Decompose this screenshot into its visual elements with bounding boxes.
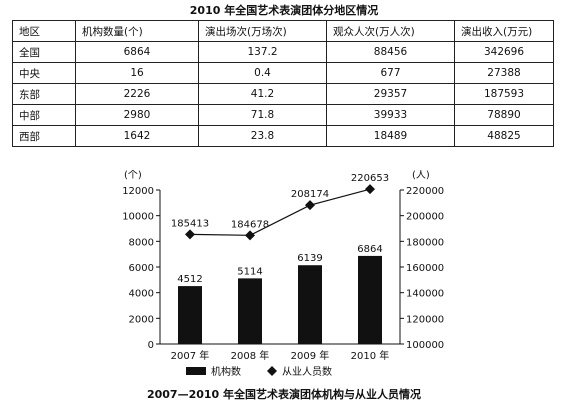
table-row: 中部 2980 71.8 39933 78890 (12, 104, 554, 126)
bar-value-label: 5114 (237, 266, 262, 277)
x-axis-tick-label: 2008 年 (231, 349, 270, 362)
cell-shows: 41.2 (198, 83, 327, 105)
right-axis-tick-label: 180000 (406, 237, 444, 248)
cell-org-count: 1642 (75, 125, 199, 147)
cell-revenue: 27388 (454, 62, 554, 84)
cell-revenue: 78890 (454, 104, 554, 126)
left-axis-tick-label: 0 (148, 340, 154, 351)
left-axis-tick-label: 10000 (122, 212, 154, 223)
right-axis-tick-label: 200000 (406, 212, 444, 223)
bar-value-label: 4512 (177, 274, 202, 285)
header-shows: 演出场次(万场次) (198, 20, 327, 42)
bar-series: 4512 5114 6139 6864 (177, 244, 383, 344)
table-row: 全国 6864 137.2 88456 342696 (12, 41, 554, 63)
legend-label-bar: 机构数 (211, 365, 241, 378)
left-axis-tick-label: 2000 (129, 314, 154, 325)
legend-label-line: 从业人员数 (282, 365, 332, 378)
table-row: 中央 16 0.4 677 27388 (12, 62, 554, 84)
cell-revenue: 187593 (454, 83, 554, 105)
right-axis-tick-label: 220000 (406, 186, 444, 197)
left-axis-tick-label: 8000 (129, 237, 154, 248)
line-value-label: 220653 (351, 173, 389, 184)
header-revenue: 演出收入(万元) (454, 20, 554, 42)
cell-shows: 71.8 (198, 104, 327, 126)
bar-mark (238, 278, 262, 344)
cell-audience: 88456 (326, 41, 455, 63)
cell-audience: 29357 (326, 83, 455, 105)
line-point-marker (245, 230, 255, 241)
org-staff-chart: (个) (人) 0 2000 4000 6000 8000 10000 12000 10000… (122, 170, 444, 378)
x-axis-tick-label: 2010 年 (351, 349, 390, 362)
right-axis-tick-label: 120000 (406, 314, 444, 325)
chart-legend: 机构数 从业人员数 (186, 365, 332, 378)
cell-shows: 137.2 (198, 41, 327, 63)
region-stats-table: 地区 机构数量(个) 演出场次(万场次) 观众人次(万人次) 演出收入(万元) … (12, 20, 554, 147)
right-axis-unit: (人) (412, 170, 430, 181)
legend-diamond-marker (267, 366, 277, 376)
header-org-count: 机构数量(个) (75, 20, 199, 42)
header-audience: 观众人次(万人次) (326, 20, 455, 42)
cell-region: 东部 (12, 83, 76, 105)
cell-shows: 23.8 (198, 125, 327, 147)
cell-region: 全国 (12, 41, 76, 63)
legend-swatch-bar (186, 367, 206, 375)
cell-region: 西部 (12, 125, 76, 147)
right-axis-tick-label: 160000 (406, 263, 444, 274)
bar-mark (358, 255, 382, 344)
cell-shows: 0.4 (198, 62, 327, 84)
x-axis-tick-label: 2007 年 (171, 349, 210, 362)
cell-org-count: 16 (75, 62, 199, 84)
left-axis-tick-label: 4000 (129, 289, 154, 300)
left-axis-unit: (个) (124, 170, 142, 181)
line-point-marker (365, 184, 375, 195)
line-value-label: 184678 (231, 219, 269, 230)
line-point-marker (305, 200, 315, 211)
left-axis-tick-label: 6000 (129, 263, 154, 274)
chart-axes: 0 2000 4000 6000 8000 10000 12000 100000 120000 1… (122, 186, 444, 362)
bar-value-label: 6864 (357, 244, 382, 255)
right-axis-tick-label: 100000 (406, 340, 444, 351)
table-row: 西部 1642 23.8 18489 48825 (12, 125, 554, 147)
line-value-label: 208174 (291, 189, 329, 200)
bar-value-label: 6139 (297, 253, 322, 264)
left-axis-tick-label: 12000 (122, 186, 154, 197)
chart-title: 2007—2010 年全国艺术表演团体机构与从业人员情况 (146, 388, 422, 401)
right-axis-tick-label: 140000 (406, 289, 444, 300)
table-title: 2010 年全国艺术表演团体分地区情况 (189, 4, 379, 17)
cell-audience: 18489 (326, 125, 455, 147)
cell-audience: 39933 (326, 104, 455, 126)
bar-mark (298, 265, 322, 344)
cell-region: 中央 (12, 62, 76, 84)
cell-revenue: 342696 (454, 41, 554, 63)
table-row: 东部 2226 41.2 29357 187593 (12, 83, 554, 105)
cell-audience: 677 (326, 62, 455, 84)
cell-org-count: 2980 (75, 104, 199, 126)
bar-mark (178, 286, 202, 344)
cell-org-count: 6864 (75, 41, 199, 63)
x-axis-tick-label: 2009 年 (291, 349, 330, 362)
line-path (189, 188, 371, 236)
line-point-marker (185, 229, 195, 240)
cell-org-count: 2226 (75, 83, 199, 105)
header-region: 地区 (12, 20, 76, 42)
line-value-label: 185413 (171, 218, 209, 229)
line-series: 185413 184678 208174 220653 (171, 173, 389, 241)
cell-revenue: 48825 (454, 125, 554, 147)
table-header-row: 地区 机构数量(个) 演出场次(万场次) 观众人次(万人次) 演出收入(万元) (12, 20, 554, 42)
cell-region: 中部 (12, 104, 76, 126)
